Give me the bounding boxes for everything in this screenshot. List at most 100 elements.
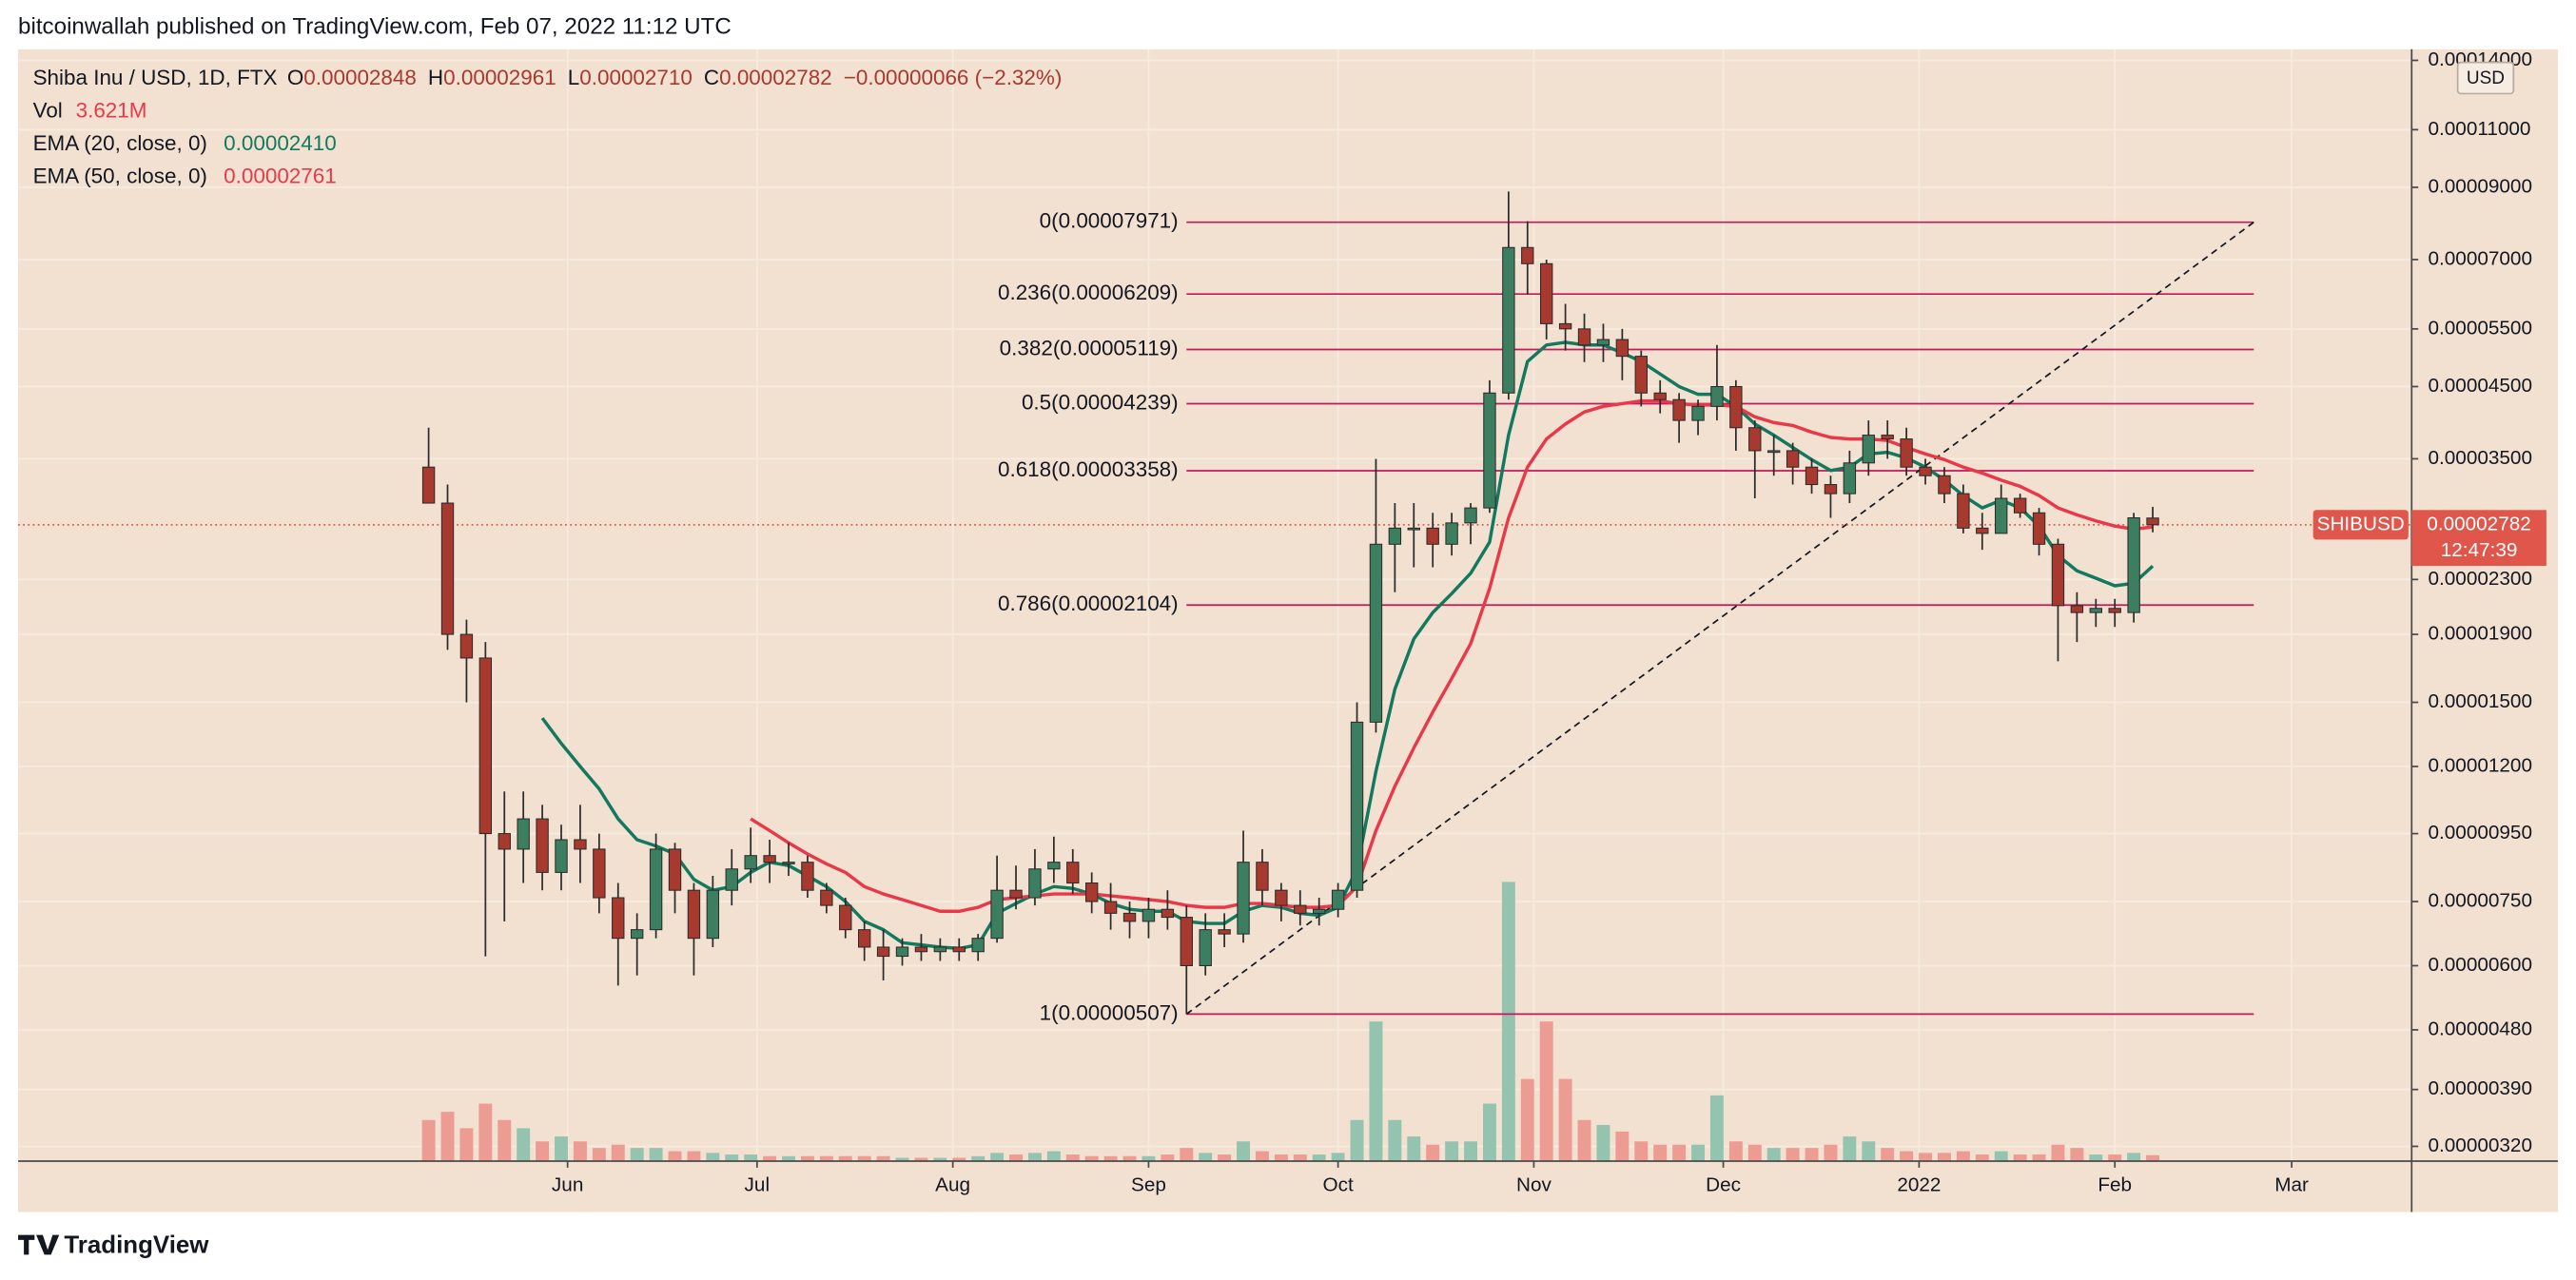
candle-body — [876, 946, 890, 958]
candle-body — [744, 855, 757, 870]
x-tick-label: Feb — [2098, 1173, 2132, 1195]
volume-bar — [1501, 882, 1515, 1161]
candle-body — [990, 889, 1004, 940]
candle-body — [536, 818, 549, 873]
candle-body — [1199, 929, 1212, 966]
volume-bar — [611, 1144, 625, 1161]
candle-body — [1596, 339, 1610, 346]
candle-body — [498, 833, 511, 850]
volume-bar — [2146, 1154, 2160, 1161]
x-tick-label: Jul — [745, 1173, 771, 1195]
fib-label: 0.786(0.00002104) — [998, 592, 1179, 615]
candle-body — [1331, 889, 1345, 910]
volume-bar — [1199, 1153, 1213, 1161]
volume-bar — [1691, 1144, 1706, 1161]
ticker-box — [2313, 510, 2409, 540]
volume-bar — [952, 1157, 966, 1161]
y-tick-label: 0.00007000 — [2429, 247, 2532, 269]
volume-bar — [1350, 1119, 1364, 1161]
volume-bar — [1445, 1141, 1459, 1161]
candle-body — [1767, 450, 1781, 454]
candle-body — [1218, 929, 1231, 935]
change: −0.00000066 (−2.32%) — [844, 66, 1063, 89]
ticker: SHIBUSD — [2317, 513, 2405, 534]
candle-body — [706, 889, 720, 940]
candle-body — [1407, 527, 1420, 531]
candle-body — [1653, 392, 1667, 400]
volume-bar — [630, 1148, 644, 1161]
candle-body — [1388, 527, 1402, 545]
candle-body — [857, 929, 871, 948]
volume-bar — [668, 1151, 682, 1161]
volume-bar — [1218, 1154, 1232, 1161]
candle-body — [933, 946, 947, 953]
volume-bar — [763, 1155, 777, 1161]
volume-value: 3.621M — [76, 98, 147, 122]
candle-body — [1957, 493, 1970, 529]
x-tick-label: 2022 — [1897, 1173, 1941, 1195]
candle-body — [1445, 522, 1458, 545]
axes: 0.000140000.000110000.000090000.00007000… — [552, 48, 2547, 1195]
volume-bar — [1388, 1119, 1402, 1161]
brand[interactable]: TradingView — [64, 1232, 209, 1259]
candle-body — [1237, 862, 1250, 935]
logo-mark — [18, 1234, 60, 1255]
y-tick-label: 0.00004500 — [2429, 375, 2532, 397]
indicator-name: EMA (50, close, 0) — [33, 164, 207, 187]
volume-bar — [1881, 1148, 1895, 1161]
volume-bar — [1046, 1151, 1061, 1161]
volume-bar — [1577, 1119, 1591, 1161]
legend: Shiba Inu / USD, 1D, FTX O 0.00002848 H 0.00… — [33, 66, 1063, 188]
candle-body — [1938, 475, 1951, 495]
ohlc-value: 0.00002848 — [303, 66, 417, 89]
y-tick-label: 0.00001500 — [2429, 690, 2532, 712]
volume-bar — [1407, 1136, 1421, 1161]
candle-body — [687, 889, 701, 940]
candle-body — [2032, 512, 2046, 545]
ohlc-key: L — [568, 66, 579, 89]
volume-bar — [838, 1155, 852, 1161]
x-tick-label: Mar — [2274, 1173, 2309, 1195]
y-tick-label: 0.00003500 — [2429, 447, 2532, 469]
y-tick-label: 0.00000390 — [2429, 1077, 2532, 1099]
volume-bar — [1293, 1154, 1307, 1161]
candle-body — [1142, 908, 1156, 922]
ohlc-value: 0.00002961 — [443, 66, 556, 89]
volume-bar — [1464, 1141, 1478, 1161]
x-tick-label: Oct — [1322, 1173, 1353, 1195]
candle-body — [1294, 904, 1307, 914]
volume-bar — [1520, 1078, 1534, 1161]
candle-body — [649, 848, 663, 931]
candle-body — [1028, 868, 1042, 899]
currency-box[interactable] — [2456, 61, 2515, 95]
volume-bar — [1596, 1124, 1610, 1161]
candle-body — [1691, 405, 1705, 421]
fib-label: 0.236(0.00006209) — [998, 281, 1179, 304]
candle-body — [1521, 246, 1534, 264]
candle-body — [801, 862, 814, 891]
candle-body — [1900, 438, 1913, 468]
volume-bar — [1728, 1141, 1743, 1161]
countdown: 12:47:39 — [2441, 539, 2518, 561]
volume-bar — [1994, 1151, 2008, 1161]
volume-bar — [592, 1148, 606, 1161]
volume-bar — [1180, 1148, 1194, 1161]
volume-bar — [1558, 1078, 1572, 1161]
indicator-name: EMA (20, close, 0) — [33, 131, 207, 155]
volume-bar — [1919, 1153, 1933, 1161]
y-tick-label: 0.00000750 — [2429, 890, 2532, 912]
candle-body — [1256, 862, 1269, 891]
volume-bar — [1539, 1021, 1553, 1161]
candle-body — [1066, 862, 1080, 884]
candle-body — [1786, 450, 1800, 468]
candle-body — [2070, 605, 2084, 613]
volume-bar — [933, 1157, 947, 1161]
fib-label: 0.618(0.00003358) — [998, 457, 1179, 481]
candle-body — [1672, 398, 1686, 421]
chart-background — [18, 48, 2558, 1212]
volume-bar — [1747, 1144, 1762, 1161]
volume-bar — [725, 1154, 739, 1161]
ohlc-value: 0.00002710 — [579, 66, 693, 89]
volume-bar — [2013, 1154, 2027, 1161]
